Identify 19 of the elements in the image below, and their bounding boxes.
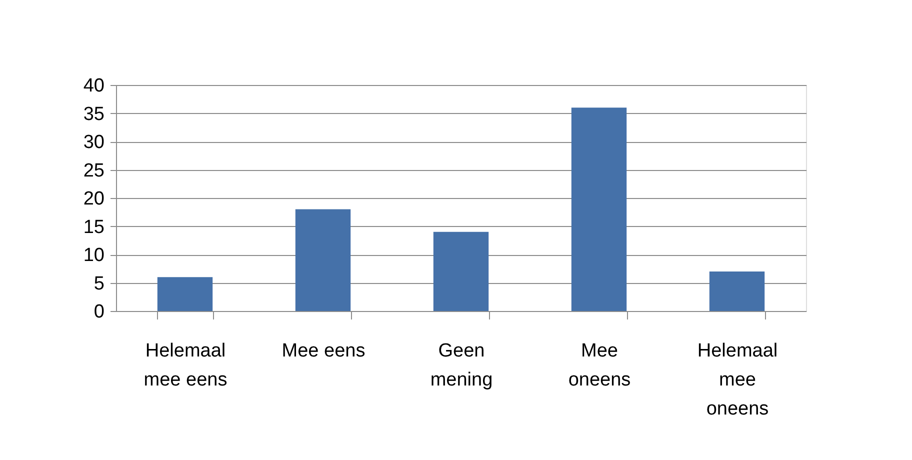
bar [157, 277, 213, 311]
y-tick-label: 25 [83, 160, 104, 182]
y-tick-label: 30 [83, 132, 104, 153]
x-tick-label: Helemaal mee eens [144, 340, 228, 390]
bar [571, 108, 627, 311]
x-tick-label: Mee oneens [568, 340, 631, 390]
y-tick-label: 10 [83, 245, 104, 266]
y-tick-label: 15 [83, 216, 104, 238]
y-tick-label: 0 [94, 302, 104, 322]
y-tick-label: 20 [83, 188, 104, 210]
bar [295, 209, 351, 311]
y-tick-label: 40 [83, 76, 104, 96]
y-tick-label: 35 [83, 104, 104, 125]
y-tick-label: 5 [94, 273, 104, 294]
x-tick-label: Geen mening [430, 340, 493, 390]
bar [709, 271, 765, 311]
x-tick-label: Mee eens [282, 340, 366, 362]
bar [433, 232, 489, 311]
x-tick-label: Helemaal mee oneens [697, 340, 778, 420]
